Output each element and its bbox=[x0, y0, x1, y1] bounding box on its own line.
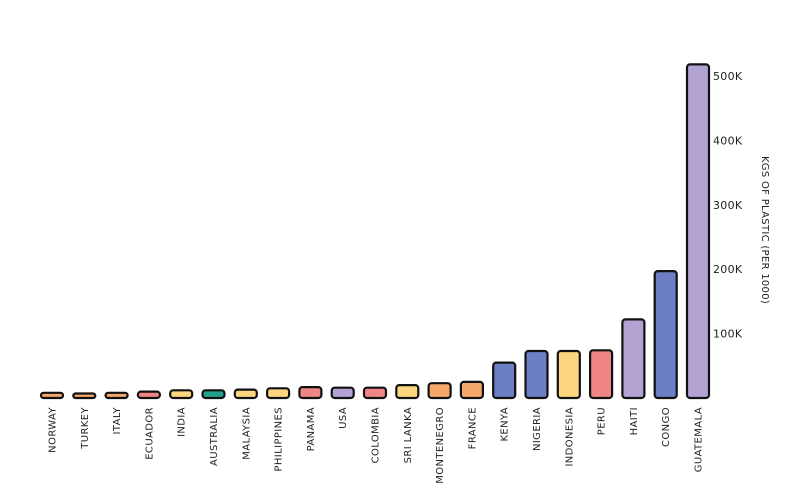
bar-usa bbox=[330, 386, 355, 400]
category-label-sri-lanka: SRI LANKA bbox=[403, 407, 414, 463]
y-tick-label: 300K bbox=[713, 199, 743, 212]
category-label-france: FRANCE bbox=[467, 407, 478, 449]
category-label-italy: ITALY bbox=[112, 407, 123, 435]
category-label-malaysia: MALAYSIA bbox=[241, 407, 252, 460]
bar-indonesia bbox=[556, 349, 581, 400]
bar-sri-lanka bbox=[395, 384, 420, 400]
bar-malaysia bbox=[233, 388, 258, 400]
category-label-norway: NORWAY bbox=[48, 407, 59, 453]
bar-kenya bbox=[492, 361, 517, 400]
y-tick-label: 200K bbox=[713, 263, 743, 276]
category-label-peru: PERU bbox=[597, 407, 608, 435]
bar-australia bbox=[201, 389, 226, 400]
category-label-ecuador: ECUADOR bbox=[144, 407, 155, 460]
bar-congo bbox=[653, 270, 678, 400]
category-label-usa: USA bbox=[338, 407, 349, 429]
bar-haiti bbox=[621, 318, 646, 400]
bar-italy bbox=[104, 391, 129, 400]
category-label-panama: PANAMA bbox=[306, 407, 317, 451]
bar-montenegro bbox=[427, 382, 452, 400]
category-label-nigeria: NIGERIA bbox=[532, 407, 543, 451]
category-label-turkey: TURKEY bbox=[80, 407, 91, 450]
category-label-haiti: HAITI bbox=[629, 407, 640, 435]
bar-india bbox=[169, 389, 194, 400]
bar-france bbox=[459, 380, 484, 400]
bar-turkey bbox=[72, 392, 97, 400]
bar-colombia bbox=[362, 386, 388, 400]
y-tick-labels-group: 100K 200K 300K 400K 500K bbox=[713, 70, 743, 341]
category-label-australia: AUSTRALIA bbox=[209, 407, 220, 466]
bar-ecuador bbox=[136, 390, 161, 400]
bars-group bbox=[39, 63, 711, 400]
category-label-philippines: PHILIPPINES bbox=[274, 407, 285, 472]
category-label-india: INDIA bbox=[177, 407, 188, 437]
category-label-congo: CONGO bbox=[661, 407, 672, 447]
y-axis-label: KGS OF PLASTIC (PER 1000) bbox=[759, 156, 770, 304]
category-label-guatemala: GUATEMALA bbox=[694, 407, 705, 472]
y-tick-label: 100K bbox=[713, 328, 743, 341]
category-label-colombia: COLOMBIA bbox=[371, 407, 382, 463]
y-tick-label: 500K bbox=[713, 70, 743, 83]
category-label-kenya: KENYA bbox=[500, 407, 511, 442]
bar-norway bbox=[39, 391, 65, 400]
bar-peru bbox=[588, 349, 614, 400]
bar-guatemala bbox=[685, 63, 711, 400]
category-labels-group: NORWAY TURKEY ITALY ECUADOR INDIA AUSTRALIA MA… bbox=[48, 407, 705, 484]
category-label-indonesia: INDONESIA bbox=[564, 407, 575, 467]
bar-nigeria bbox=[524, 349, 549, 400]
bar-panama bbox=[298, 386, 323, 400]
category-label-montenegro: MONTENEGRO bbox=[435, 407, 446, 484]
y-tick-label: 400K bbox=[713, 134, 743, 147]
bar-philippines bbox=[266, 387, 291, 400]
